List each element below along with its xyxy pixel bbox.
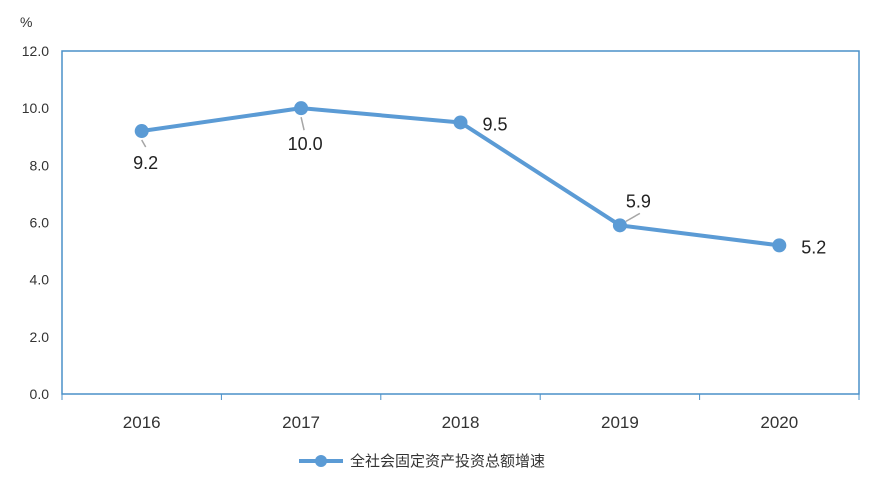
legend-marker [315, 455, 327, 467]
data-label: 9.2 [133, 153, 158, 173]
x-tick-label: 2020 [760, 413, 798, 432]
y-tick-label: 12.0 [22, 43, 49, 59]
data-point [453, 115, 468, 130]
data-label-leader [141, 139, 147, 148]
data-label-leader [625, 212, 641, 223]
y-tick-label: 4.0 [30, 272, 50, 288]
x-axis-ticks: 2016 2017 2018 2019 2020 [61, 394, 860, 432]
data-label-leader [300, 116, 305, 131]
series-group [134, 101, 787, 253]
x-tick-label: 2016 [123, 413, 161, 432]
plot-area-frame [61, 50, 860, 395]
data-label-leader-lines [141, 116, 641, 223]
legend: 全社会固定资产投资总额增速 [299, 452, 545, 470]
y-tick-label: 0.0 [30, 386, 50, 402]
y-tick-label: 2.0 [30, 329, 50, 345]
data-point [134, 124, 149, 139]
x-tick-label: 2017 [282, 413, 320, 432]
x-tick-label: 2018 [442, 413, 480, 432]
data-point [294, 101, 309, 116]
data-label: 9.5 [483, 114, 508, 134]
y-tick-label: 8.0 [30, 157, 50, 173]
data-label: 5.2 [801, 237, 826, 257]
y-tick-label: 6.0 [30, 215, 50, 231]
data-label: 5.9 [626, 191, 651, 211]
data-labels: 9.2 10.0 9.5 5.9 5.2 [133, 114, 826, 257]
legend-series-name: 全社会固定资产投资总额增速 [350, 452, 545, 470]
data-label: 10.0 [288, 134, 323, 154]
x-tick-label: 2019 [601, 413, 639, 432]
data-point [772, 238, 787, 253]
y-axis-unit: % [20, 14, 32, 30]
y-axis-ticks: 0.0 2.0 4.0 6.0 8.0 10.0 12.0 [22, 43, 49, 402]
data-point [612, 218, 627, 233]
y-tick-label: 10.0 [22, 100, 49, 116]
